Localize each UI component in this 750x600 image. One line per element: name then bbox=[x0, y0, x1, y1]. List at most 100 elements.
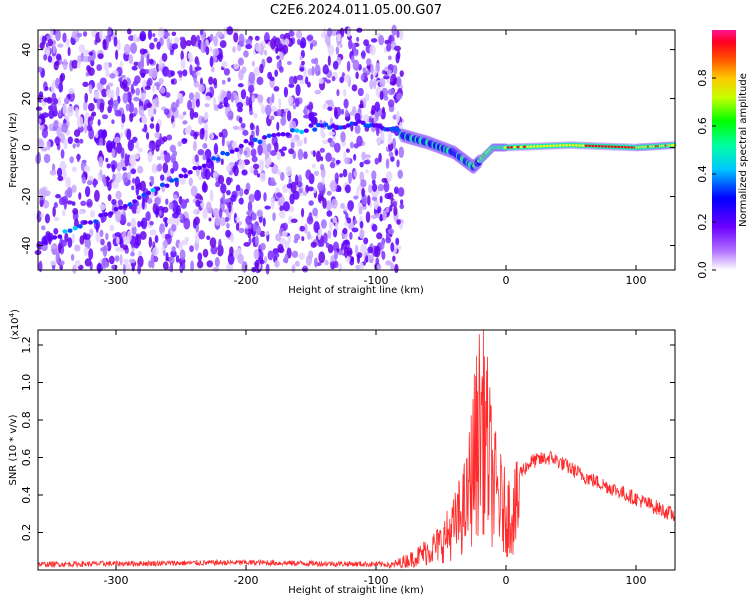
heatmap-cell bbox=[99, 169, 103, 178]
heatmap-cell bbox=[130, 83, 134, 93]
heatmap-cell bbox=[196, 60, 200, 67]
heatmap-cell bbox=[146, 54, 150, 66]
heatmap-ridge-cell bbox=[169, 178, 175, 183]
heatmap-cell bbox=[360, 74, 365, 81]
heatmap-cell bbox=[214, 215, 221, 227]
heatmap-cell bbox=[70, 253, 75, 261]
heatmap-cell bbox=[137, 263, 142, 275]
heatmap-cell bbox=[197, 149, 205, 156]
heatmap-cell bbox=[102, 129, 107, 139]
heatmap-cell bbox=[111, 264, 118, 270]
heatmap-cell bbox=[248, 237, 252, 245]
heatmap-ridge-cell bbox=[266, 133, 272, 139]
heatmap-cell bbox=[198, 84, 205, 93]
heatmap-cell bbox=[342, 239, 350, 246]
heatmap-cell bbox=[139, 231, 147, 240]
heatmap-cell bbox=[68, 88, 75, 95]
heatmap-cell bbox=[168, 201, 174, 210]
heatmap-ridge-cell bbox=[327, 125, 333, 130]
heatmap-cell bbox=[356, 254, 361, 264]
heatmap-cell bbox=[304, 223, 308, 234]
heatmap-cell bbox=[279, 66, 284, 73]
heatmap-cell bbox=[97, 53, 104, 60]
heatmap-cell bbox=[253, 66, 261, 77]
heatmap-cell bbox=[128, 165, 132, 171]
heatmap-cell bbox=[335, 46, 340, 55]
x-tick-label: -200 bbox=[234, 274, 259, 287]
heatmap-cell bbox=[327, 55, 331, 67]
heatmap-cell bbox=[283, 38, 290, 46]
snr-scale-base: (x10 bbox=[10, 317, 21, 340]
heatmap-cell bbox=[220, 158, 224, 166]
heatmap-cell bbox=[156, 41, 161, 50]
heatmap-ridge-cell bbox=[312, 127, 318, 132]
heatmap-cell bbox=[243, 188, 249, 195]
heatmap-cell bbox=[351, 84, 358, 92]
heatmap-cell bbox=[249, 86, 253, 98]
heatmap-cell bbox=[280, 171, 285, 181]
heatmap-cell bbox=[88, 248, 94, 261]
heatmap-cell bbox=[55, 194, 61, 199]
heatmap-cell bbox=[276, 55, 280, 60]
heatmap-cell bbox=[88, 51, 94, 56]
heatmap-cell bbox=[93, 90, 100, 100]
heatmap-cell bbox=[308, 211, 313, 222]
x-tick-label: -100 bbox=[364, 574, 389, 587]
heatmap-cell bbox=[57, 43, 64, 48]
heatmap-cell bbox=[171, 246, 176, 253]
heatmap-cell bbox=[137, 250, 143, 257]
heatmap-cell bbox=[238, 69, 244, 81]
heatmap-ridge-cell bbox=[201, 163, 207, 168]
heatmap-cell bbox=[190, 260, 195, 272]
heatmap-cell bbox=[265, 263, 270, 275]
heatmap-cell bbox=[65, 38, 70, 48]
heatmap-cell bbox=[365, 211, 371, 223]
heatmap-cell bbox=[172, 150, 178, 157]
heatmap-cell bbox=[361, 187, 365, 198]
snr-x-ticks: -300 -200 -100 0 100 bbox=[104, 330, 647, 587]
heatmap-cell bbox=[135, 234, 139, 246]
heatmap-cell bbox=[63, 97, 70, 105]
heatmap-cell bbox=[151, 103, 155, 108]
heatmap-cell bbox=[248, 193, 255, 203]
heatmap-cell bbox=[180, 58, 186, 69]
heatmap-cell bbox=[180, 199, 188, 210]
heatmap-cell bbox=[106, 89, 113, 99]
heatmap-cell bbox=[97, 119, 101, 126]
heatmap-cell bbox=[381, 250, 386, 260]
heatmap-cell bbox=[275, 233, 282, 242]
heatmap-cell bbox=[112, 173, 116, 182]
heatmap-cell bbox=[111, 180, 119, 189]
heatmap-cell bbox=[165, 198, 169, 205]
heatmap-cell bbox=[253, 168, 259, 176]
heatmap-cell bbox=[226, 222, 230, 229]
heatmap-cell bbox=[154, 235, 159, 244]
heatmap-cell bbox=[278, 237, 286, 245]
heatmap-cell bbox=[56, 126, 63, 138]
heatmap-cell bbox=[147, 151, 153, 163]
heatmap-cell bbox=[130, 168, 137, 175]
heatmap-cell bbox=[247, 201, 253, 213]
heatmap-cell bbox=[161, 231, 166, 239]
x-tick-label: -100 bbox=[364, 274, 389, 287]
heatmap-cell bbox=[154, 96, 159, 107]
heatmap-cell bbox=[370, 63, 374, 75]
heatmap-cell bbox=[395, 237, 400, 246]
heatmap-ridge-cell bbox=[113, 206, 119, 212]
heatmap-cell bbox=[213, 135, 219, 140]
heatmap-cell bbox=[153, 37, 158, 42]
heatmap-cell bbox=[288, 83, 295, 88]
heatmap-cell bbox=[47, 38, 54, 47]
spectrogram-heatmap bbox=[34, 24, 677, 275]
heatmap-ridge-cell bbox=[248, 141, 254, 146]
heatmap-cell bbox=[52, 42, 56, 55]
heatmap-ridge-cell bbox=[159, 182, 165, 188]
heatmap-cell bbox=[53, 227, 59, 235]
heatmap-cell bbox=[298, 252, 306, 260]
heatmap-cell bbox=[359, 99, 364, 109]
heatmap-cell bbox=[241, 169, 248, 176]
heatmap-cell bbox=[45, 42, 49, 48]
heatmap-cell bbox=[211, 66, 215, 73]
heatmap-cell bbox=[351, 105, 357, 116]
heatmap-cell bbox=[161, 52, 168, 62]
